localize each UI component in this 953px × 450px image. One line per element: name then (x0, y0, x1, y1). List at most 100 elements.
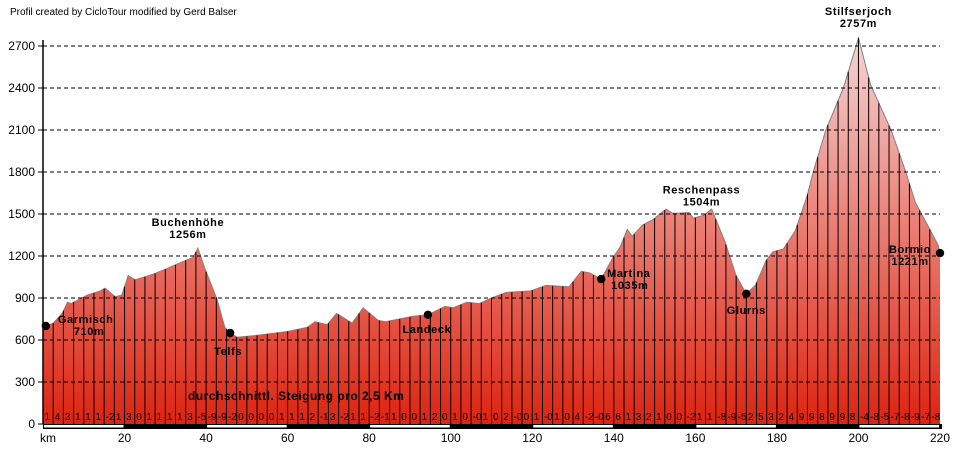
gradient-label: -2 (585, 412, 594, 423)
x-tick-label: 40 (199, 431, 213, 445)
x-tick-label: 140 (604, 431, 624, 445)
gradient-label: 1 (95, 412, 101, 423)
gradient-label: -9 (727, 412, 736, 423)
gradient-label: 1 (85, 412, 91, 423)
waypoint-dot (935, 248, 945, 258)
gradient-label: 4 (789, 412, 795, 423)
gradient-label: -1 (320, 412, 329, 423)
gradient-label: 1 (157, 412, 163, 423)
x-axis-scale-segment (370, 425, 450, 428)
gradient-label: 2 (646, 412, 652, 423)
gradient-label: -0 (544, 412, 553, 423)
waypoint-elevation: 2757m (840, 18, 877, 30)
gradient-label: 1 (350, 412, 356, 423)
gradient-label: -2 (340, 412, 349, 423)
y-tick-label: 600 (15, 333, 35, 347)
waypoint-name: Garmisch (58, 314, 114, 326)
waypoint-name: Landeck (402, 324, 451, 336)
gradient-label: 1 (554, 412, 560, 423)
gradient-label: 8 (850, 412, 856, 423)
gradient-label: 6 (605, 412, 611, 423)
gradient-label: -2 (228, 412, 237, 423)
gradient-label: -8 (931, 412, 940, 423)
x-axis-label: km (40, 431, 56, 445)
gradient-label: 0 (666, 412, 672, 423)
gradient-label: 1 (146, 412, 152, 423)
y-tick-label: 1200 (8, 249, 35, 263)
gradient-label: 9 (799, 412, 805, 423)
x-axis-scale-segment (859, 425, 939, 428)
gradient-label: -0 (473, 412, 482, 423)
y-tick-label: 2100 (8, 123, 35, 137)
gradient-label: 1 (697, 412, 703, 423)
waypoint-dot (742, 289, 751, 298)
x-tick-label: 80 (363, 431, 377, 445)
x-tick-label: 20 (118, 431, 132, 445)
waypoint-dot (596, 274, 606, 284)
gradient-label: 0 (269, 412, 275, 423)
gradient-label: 2 (778, 412, 784, 423)
gradient-label: -5 (738, 412, 747, 423)
gradient-label: -7 (891, 412, 900, 423)
gradient-label: -5 (197, 412, 206, 423)
gradient-label: -1 (381, 412, 390, 423)
gradient-label: 1 (167, 412, 173, 423)
x-axis-scale-segment (207, 425, 287, 428)
gradient-label: -8 (717, 412, 726, 423)
gradient-label: -2 (687, 412, 696, 423)
x-tick-label: 60 (281, 431, 295, 445)
x-axis-bar (43, 424, 942, 429)
x-tick-label: 160 (685, 431, 705, 445)
gradient-caption: durchschnittl. Steigung pro 2,5 Km (188, 389, 404, 403)
gradient-label: 0 (411, 412, 417, 423)
gradient-label: 0 (401, 412, 407, 423)
gradient-label: 9 (829, 412, 835, 423)
waypoint-name: Stilfserjoch (825, 6, 892, 18)
gradient-label: 3 (768, 412, 774, 423)
y-tick-label: 2700 (8, 39, 35, 53)
gradient-label: 0 (259, 412, 265, 423)
y-tick-label: 2400 (8, 81, 35, 95)
gradient-label: 2 (432, 412, 438, 423)
gradient-label: 4 (55, 412, 61, 423)
gradient-label: 3 (636, 412, 642, 423)
y-tick-label: 900 (15, 291, 35, 305)
gradient-label: 1 (391, 412, 397, 423)
gradient-label: 1 (656, 412, 662, 423)
waypoint-elevation: 1504m (683, 196, 720, 208)
gradient-label: 3 (187, 412, 193, 423)
waypoint-name: Bormio (889, 244, 931, 256)
gradient-label: 3 (126, 412, 132, 423)
waypoint-name: Reschenpass (663, 184, 741, 196)
waypoint-dot (225, 328, 235, 338)
waypoint-elevation: 710m (74, 326, 105, 338)
gradient-label: 0 (524, 412, 530, 423)
gradient-label: -4 (860, 412, 869, 423)
waypoint-name: Glurns (727, 305, 766, 317)
waypoint-elevation: 1256m (169, 229, 206, 241)
x-tick-label: 180 (767, 431, 787, 445)
waypoint-elevation: 1221m (891, 256, 928, 268)
x-axis-scale-segment (696, 425, 776, 428)
gradient-label: 1 (299, 412, 305, 423)
gradient-label: -2 (106, 412, 115, 423)
gradient-label: 0 (676, 412, 682, 423)
gradient-label: -8 (901, 412, 910, 423)
x-axis-scale-segment (533, 425, 613, 428)
gradient-label: 1 (279, 412, 285, 423)
x-tick-label: 120 (522, 431, 542, 445)
gradient-label: 1 (626, 412, 632, 423)
gradient-label: 9 (809, 412, 815, 423)
y-tick-label: 1500 (8, 207, 35, 221)
gradient-label: -7 (921, 412, 930, 423)
gradient-label: 0 (564, 412, 570, 423)
gradient-label: 1 (360, 412, 366, 423)
gradient-label: -8 (870, 412, 879, 423)
gradient-label: -9 (911, 412, 920, 423)
credit-text: Profil created by CicloTour modified by … (10, 7, 237, 18)
gradient-label: 2 (503, 412, 509, 423)
gradient-label: 2 (748, 412, 754, 423)
gradient-label: 6 (615, 412, 621, 423)
gradient-label: 1 (483, 412, 489, 423)
gradient-label: 1 (45, 412, 51, 423)
